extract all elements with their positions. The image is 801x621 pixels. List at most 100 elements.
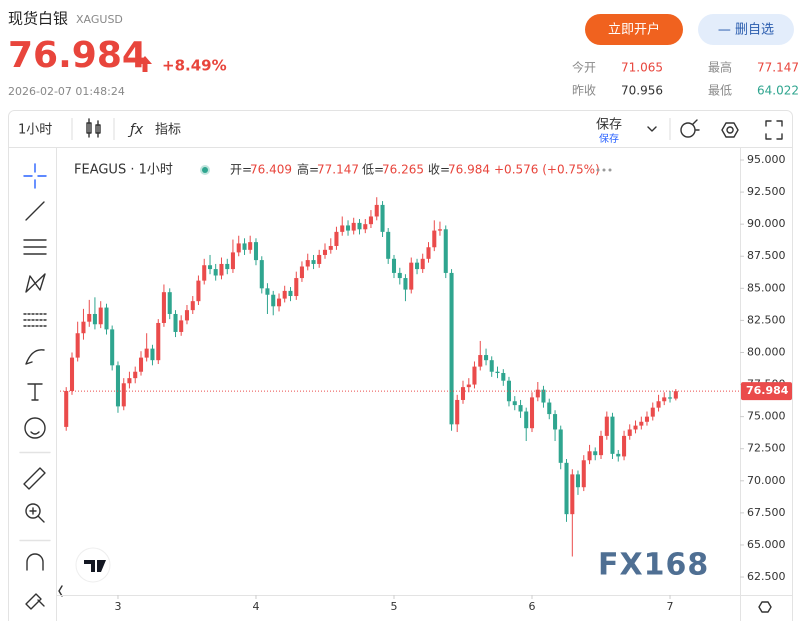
candle-body	[288, 290, 293, 297]
y-tick-label: 87.500	[747, 249, 786, 262]
y-tick-label: 95.000	[747, 153, 786, 166]
y-tick-label: 67.500	[747, 506, 786, 519]
candle-body	[173, 313, 178, 332]
legend-label: 收=	[428, 163, 450, 177]
brush-tool[interactable]	[25, 349, 45, 365]
fx-icon[interactable]: ƒx	[127, 122, 144, 138]
candle-body	[64, 390, 69, 427]
legend-more[interactable]	[596, 168, 612, 172]
candle-body	[639, 421, 644, 426]
fullscreen-icon[interactable]	[765, 120, 783, 140]
legend-value: 76.409	[250, 163, 292, 177]
candle-body	[553, 414, 558, 430]
tv-logo	[75, 547, 111, 583]
settings-icon[interactable]	[721, 122, 739, 138]
candle-body	[161, 292, 166, 323]
emoji-tool[interactable]	[24, 417, 46, 439]
candle-body	[633, 425, 638, 430]
candle-body	[455, 399, 460, 425]
candle-body	[133, 371, 138, 379]
save-sub: 保存	[599, 132, 619, 145]
remove-watchlist-button[interactable]: — 删自选	[698, 14, 794, 45]
candle-body	[656, 401, 661, 408]
candle-body	[271, 294, 276, 307]
button-label: — 删自选	[718, 23, 774, 38]
candle-body	[547, 402, 552, 415]
zoom-tool[interactable]	[25, 503, 41, 519]
candle-body	[322, 249, 328, 255]
snapshot-icon[interactable]	[680, 119, 700, 138]
candle-body	[242, 243, 247, 250]
candle-body	[512, 401, 517, 406]
candle-body	[305, 260, 310, 267]
open-account-button[interactable]: 立即开户	[585, 14, 683, 45]
indicators[interactable]: 指标	[155, 123, 181, 138]
candle-body	[357, 222, 362, 230]
candle-body	[426, 247, 431, 259]
candle-body	[535, 389, 540, 398]
candle-body	[558, 429, 563, 463]
prediction-tool[interactable]	[23, 313, 47, 327]
candle-body	[581, 460, 586, 488]
candle-type-icon[interactable]	[86, 118, 101, 138]
candle-body	[104, 307, 109, 330]
x-tick-label: 4	[252, 600, 259, 613]
candle-body	[501, 373, 506, 381]
timestamp: 2026-02-07 01:48:24	[8, 85, 125, 98]
candle-body	[495, 371, 500, 374]
candle-body	[179, 320, 184, 332]
candle-body	[311, 260, 316, 264]
pattern-tool[interactable]	[25, 273, 46, 293]
candle-body	[328, 245, 333, 250]
candle-body	[622, 435, 627, 457]
chart-symbol: FEAGUS · 1小时	[74, 163, 173, 178]
ruler-tool[interactable]	[23, 467, 46, 490]
stat-label: 最低	[708, 84, 732, 98]
magnet-tool[interactable]	[26, 553, 44, 571]
axis-settings[interactable]	[758, 601, 772, 613]
title: 现货白银	[8, 10, 68, 28]
chevron[interactable]	[647, 126, 657, 132]
fib-tool[interactable]	[23, 239, 47, 255]
candle-body	[225, 263, 230, 270]
candle-body	[593, 451, 598, 456]
y-tick-label: 62.500	[747, 570, 786, 583]
candle-body	[610, 416, 615, 454]
stat-label: 昨收	[572, 84, 596, 98]
stat-value: 70.956	[621, 84, 663, 98]
legend-label: 低=	[362, 163, 384, 177]
candle-body	[115, 365, 120, 407]
legend-label: 开=	[230, 163, 252, 177]
candle-body	[248, 242, 253, 250]
interval[interactable]: 1小时	[18, 123, 52, 138]
candle-body	[506, 380, 511, 402]
candle-body	[627, 429, 632, 436]
candle-body	[604, 416, 609, 436]
candle-body	[466, 384, 471, 388]
chart-frame	[8, 110, 793, 621]
candle-body	[138, 357, 144, 372]
status-dot	[202, 167, 208, 173]
y-tick-label: 85.000	[747, 281, 786, 294]
collapse-toggle[interactable]	[58, 585, 63, 597]
lock-tool[interactable]	[25, 593, 45, 610]
y-tick-label: 70.000	[747, 474, 786, 487]
candle-body	[587, 451, 592, 461]
candle-body	[449, 272, 454, 425]
trendline-tool[interactable]	[25, 201, 45, 221]
text-tool[interactable]	[27, 383, 43, 401]
candle-body	[110, 329, 115, 366]
crosshair-tool[interactable]	[23, 163, 47, 189]
candle-body	[282, 290, 287, 299]
legend-value: 76.984	[448, 163, 490, 177]
save[interactable]: 保存	[596, 118, 622, 133]
candle-body	[662, 397, 667, 402]
candle-body	[575, 474, 580, 488]
candle-body	[167, 292, 172, 314]
x-tick-label: 6	[529, 600, 536, 613]
candle-body	[156, 322, 161, 361]
candle-body	[92, 313, 97, 325]
candle-body	[75, 333, 80, 358]
candle-body	[616, 453, 621, 457]
